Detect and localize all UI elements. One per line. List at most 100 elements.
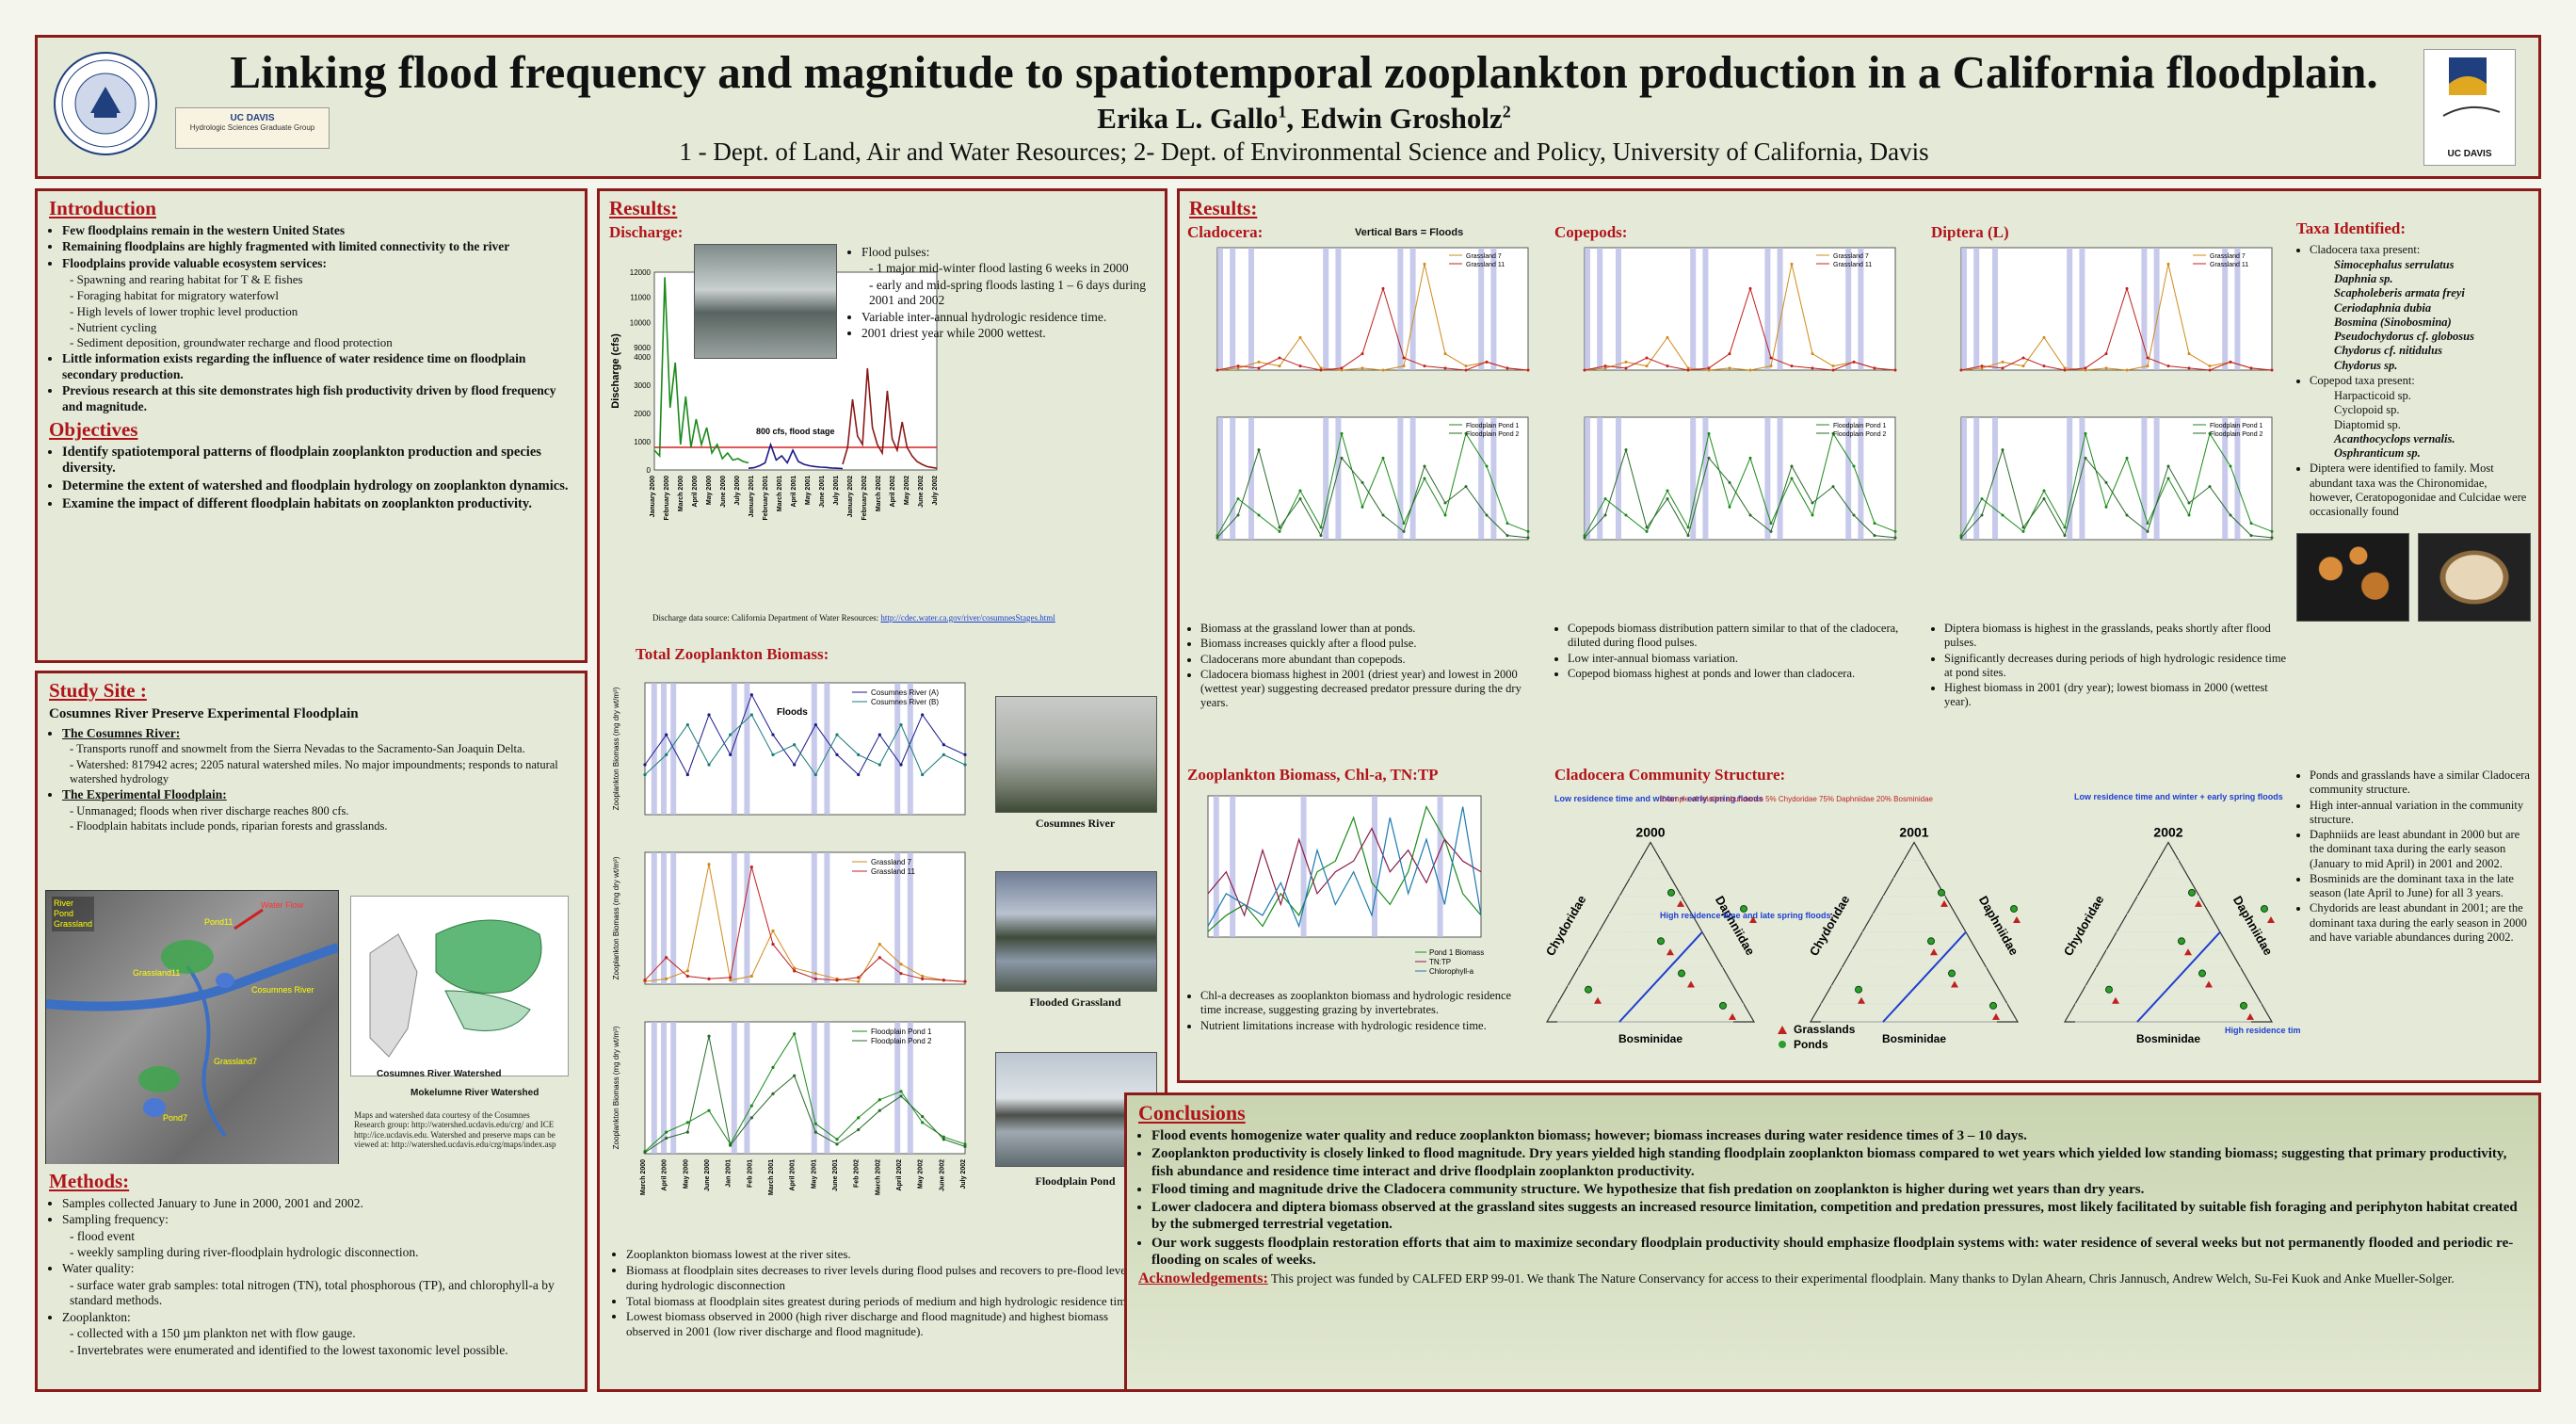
taxa-legend-label: Grassland 7 (2210, 253, 2246, 260)
flood-bar (907, 1022, 913, 1154)
ternary-division-line (1882, 931, 1967, 1023)
total-x-tick: June 2000 (704, 1159, 711, 1191)
discharge-x-tick: April 2001 (791, 476, 797, 508)
flood-stage-label: 800 cfs, flood stage (756, 427, 835, 436)
ternary-point-grassland (2267, 915, 2275, 923)
total-x-tick: June 2001 (832, 1159, 839, 1191)
ternary-point-pond (1657, 937, 1665, 946)
flood-bar (1858, 248, 1864, 370)
taxa-copepod-heading: Copepod taxa present: (2310, 374, 2532, 388)
chl-bullet: Nutrient limitations increase with hydro… (1200, 1019, 1526, 1033)
flood-bar (2153, 417, 2160, 540)
flood-bar (894, 852, 901, 984)
taxa-legend-label: Floodplain Pond 2 (1833, 431, 1887, 438)
methods-sub: Invertebrates were enumerated and identi… (70, 1343, 573, 1358)
ternary-annotation: High residence time (2225, 1026, 2300, 1035)
flood-bar (651, 683, 657, 815)
taxa-series-line (1584, 264, 1896, 371)
flood-bar (731, 1022, 737, 1154)
chl-bullet: Chl-a decreases as zooplankton biomass a… (1200, 989, 1526, 1018)
intro-sub-bullet: Spawning and rearing habitat for T & E f… (70, 272, 573, 287)
flood-bar (1992, 248, 1998, 370)
flood-bar (907, 683, 913, 815)
cladocera-bullet: Biomass at the grassland lower than at p… (1200, 622, 1545, 636)
diptera-bullet: Highest biomass in 2001 (dry year); lowe… (1944, 681, 2289, 710)
taxa-series-line (1960, 447, 2273, 539)
discharge-y-tick: 9000 (634, 344, 651, 352)
flood-bar (1690, 417, 1697, 540)
community-notes: Ponds and grasslands have a similar Clad… (2296, 768, 2532, 946)
map-credit: Maps and watershed data courtesy of the … (354, 1110, 556, 1150)
flood-bar (651, 1022, 657, 1154)
discharge-series-2000 (653, 277, 749, 464)
total-bullet: Lowest biomass observed in 2000 (high ri… (626, 1309, 1140, 1339)
river-item: Watershed: 817942 acres; 2205 natural wa… (70, 758, 573, 787)
chl-series-line (1207, 806, 1482, 929)
taxa-point (2270, 536, 2274, 540)
intro-bullet: Little information exists regarding the … (62, 351, 573, 382)
flood-bar (1764, 248, 1771, 370)
flood-bar (1597, 417, 1603, 540)
ternary-point-pond (1678, 969, 1685, 978)
flood-bar (1213, 796, 1219, 937)
community-bullet: Bosminids are the dominant taxa in the l… (2310, 872, 2532, 901)
total-legend-label: Grassland 7 (871, 858, 912, 866)
total-biomass-title: Total Zooplankton Biomass: (636, 645, 829, 663)
ternary-point-pond (1585, 985, 1592, 994)
copepod-notes: Copepods biomass distribution pattern si… (1554, 621, 1912, 682)
cladocera-ternary-plots: 2000 Chydoridae Daphniidae Bosminidae 2001 Ch… (1543, 792, 2300, 1051)
flood-bar (1597, 248, 1603, 370)
total-legend-label: Floodplain Pond 2 (871, 1037, 932, 1045)
flood-bar (1335, 417, 1342, 540)
total-x-tick: May 2002 (918, 1159, 925, 1189)
discharge-y-label: Discharge (cfs) (610, 333, 621, 409)
watershed-map (350, 896, 569, 1076)
flood-bar (1230, 796, 1236, 937)
total-series-line (644, 864, 966, 982)
cladocera-bullet: Cladocerans more abundant than copepods. (1200, 653, 1545, 667)
chl-legend-label: Chlorophyll-a (1429, 967, 1474, 976)
conclusion-item: Our work suggests floodplain restoration… (1151, 1235, 2527, 1270)
discharge-x-tick: April 2000 (692, 476, 699, 508)
methods-sub: flood event (70, 1229, 573, 1244)
ternary-point-pond (2261, 904, 2268, 913)
flood-bar (824, 852, 830, 984)
methods-sub: collected with a 150 µm plankton net wit… (70, 1326, 573, 1341)
discharge-x-tick: March 2002 (876, 476, 882, 511)
flood-bar (1845, 417, 1852, 540)
photo-flooded-grassland (995, 871, 1157, 992)
ternary-point-grassland (1858, 996, 1865, 1004)
flood-bar (1409, 248, 1416, 370)
flood-bar (907, 852, 913, 984)
discharge-y-tick: 11000 (630, 294, 651, 302)
ternary-point-grassland (2246, 1012, 2254, 1020)
intro-sub-bullet: Nutrient cycling (70, 320, 573, 335)
flood-bar (811, 852, 817, 984)
community-bullet: High inter-annual variation in the commu… (2310, 799, 2532, 828)
ternary-point-pond (2198, 969, 2206, 978)
discharge-series-2001 (748, 442, 844, 470)
objective-item: Examine the impact of different floodpla… (62, 496, 573, 513)
total-x-tick: July 2002 (960, 1159, 967, 1189)
ternary-point-grassland (1594, 996, 1602, 1004)
flood-bar (2067, 417, 2073, 540)
taxa-legend-label: Floodplain Pond 2 (1466, 431, 1520, 438)
taxa-panel-frame (1584, 247, 1896, 371)
header-banner: UC DAVIS Hydrologic Sciences Graduate Gr… (35, 35, 2541, 179)
poster-title: Linking flood frequency and magnitude to… (230, 46, 2378, 98)
taxa-series-line (1584, 447, 1896, 539)
map-label-water-flow: Water Flow (261, 900, 304, 910)
taxa-biomass-charts: Grassland 7 Grassland 11 Floodplain Pond 1… (1216, 247, 2274, 541)
taxa-series-line (1960, 264, 2273, 371)
objectives-title: Objectives (49, 418, 138, 442)
total-y-label: Zooplankton Biomass (mg dry wt/m³) (612, 1026, 620, 1149)
total-bullet: Biomass at floodplain sites decreases to… (626, 1263, 1140, 1293)
taxa-panel-frame (1216, 247, 1529, 371)
taxa-panel-frame (1960, 247, 2273, 371)
flood-bar (1490, 248, 1497, 370)
total-series-line (644, 714, 966, 776)
flood-bar (1845, 248, 1852, 370)
ternary-legend-label: Ponds (1794, 1038, 1828, 1051)
ternary-point-grassland (2205, 980, 2213, 988)
intro-bullet: Few floodplains remain in the western Un… (62, 223, 573, 238)
